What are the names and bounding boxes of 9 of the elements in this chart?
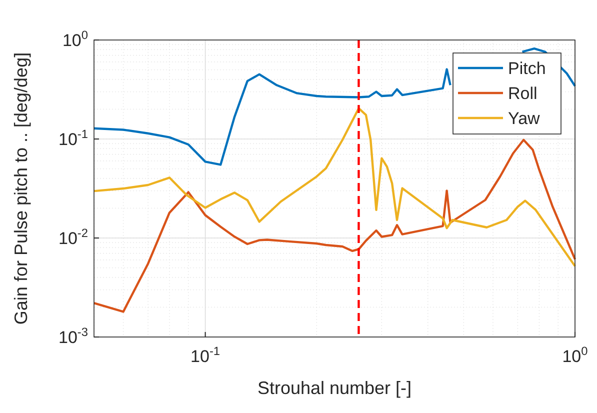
x-axis-title: Strouhal number [-] (257, 378, 412, 398)
legend-label: Roll (508, 84, 538, 103)
y-axis-title: Gain for Pulse pitch to .. [deg/deg] (11, 52, 31, 325)
y-tick-label: 10$^{-3}$ (58, 325, 88, 347)
y-tick-label: 10$^{-1}$ (58, 127, 88, 149)
legend-label: Yaw (508, 109, 541, 128)
y-tick-label: 10$^{0}$ (62, 28, 88, 50)
y-tick-label: 10$^{-2}$ (58, 226, 88, 248)
legend-label: Pitch (508, 59, 546, 78)
